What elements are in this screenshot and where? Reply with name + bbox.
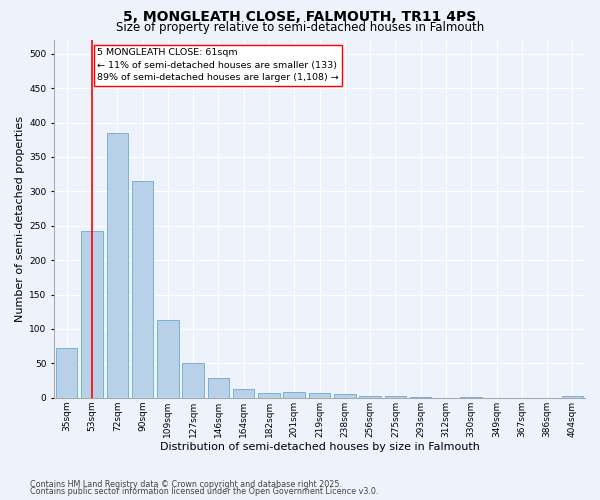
Text: Contains HM Land Registry data © Crown copyright and database right 2025.: Contains HM Land Registry data © Crown c… xyxy=(30,480,342,489)
Bar xyxy=(157,320,179,398)
Bar xyxy=(107,133,128,398)
Bar xyxy=(385,396,406,398)
Text: 5 MONGLEATH CLOSE: 61sqm
← 11% of semi-detached houses are smaller (133)
89% of : 5 MONGLEATH CLOSE: 61sqm ← 11% of semi-d… xyxy=(97,48,339,82)
Bar xyxy=(258,393,280,398)
Bar xyxy=(410,397,431,398)
Bar xyxy=(208,378,229,398)
Text: Size of property relative to semi-detached houses in Falmouth: Size of property relative to semi-detach… xyxy=(116,21,484,34)
Bar xyxy=(56,348,77,398)
Y-axis label: Number of semi-detached properties: Number of semi-detached properties xyxy=(15,116,25,322)
Bar xyxy=(334,394,356,398)
Bar xyxy=(81,230,103,398)
Bar xyxy=(132,181,153,398)
Bar xyxy=(283,392,305,398)
Bar xyxy=(359,396,381,398)
Bar xyxy=(562,396,583,398)
Text: 5, MONGLEATH CLOSE, FALMOUTH, TR11 4PS: 5, MONGLEATH CLOSE, FALMOUTH, TR11 4PS xyxy=(124,10,476,24)
Bar xyxy=(460,397,482,398)
X-axis label: Distribution of semi-detached houses by size in Falmouth: Distribution of semi-detached houses by … xyxy=(160,442,479,452)
Bar xyxy=(233,389,254,398)
Text: Contains public sector information licensed under the Open Government Licence v3: Contains public sector information licen… xyxy=(30,487,379,496)
Bar xyxy=(182,364,204,398)
Bar xyxy=(309,393,330,398)
